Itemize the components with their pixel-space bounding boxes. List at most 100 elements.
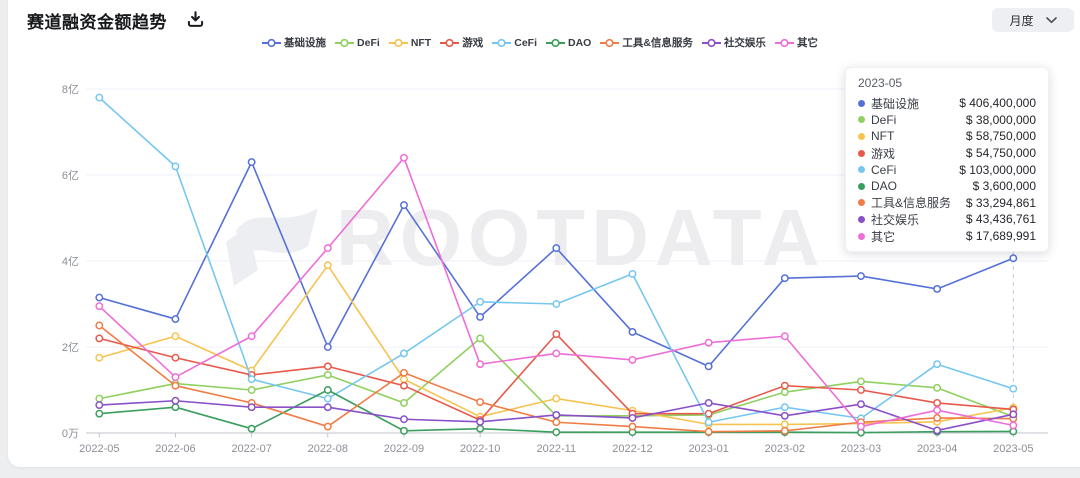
x-axis-label: 2023-03 [841,443,881,455]
tooltip-row: 基础设施 $ 406,400,000 [858,95,1036,112]
data-point-social [476,417,485,426]
data-point-tools-info [704,427,713,436]
legend-item-infrastructure[interactable]: 基础设施 [262,35,326,50]
series-color-dot [858,116,865,124]
data-point-nft [323,261,332,270]
legend-item-other[interactable]: 其它 [774,35,818,50]
legend-label: 游戏 [462,37,484,49]
data-point-infrastructure [476,312,485,321]
legend-label: 工具&信息服务 [622,37,693,49]
data-point-gaming [400,381,408,390]
legend-item-nft[interactable]: NFT [388,37,431,49]
data-point-tools-info [552,418,561,427]
tooltip-row: CeFi $ 103,000,000 [858,161,1036,178]
tooltip-series-value: $ 3,600,000 [972,179,1036,194]
data-point-dao [95,409,104,418]
tooltip-series-name: 基础设施 [871,96,920,111]
data-point-tools-info [171,381,180,390]
data-point-infrastructure [400,201,408,210]
chart-legend: 基础设施 DeFi NFT 游戏 CeFi DAO 工具&信息服务 社交娱乐 其它 [0,35,1080,50]
data-point-nft [780,420,789,429]
tooltip-row: 工具&信息服务 $ 33,294,861 [858,195,1036,212]
tooltip-date: 2023-05 [858,76,903,90]
legend-label: 基础设施 [284,37,327,49]
tooltip-series-name: 其它 [871,229,896,244]
series-color-dot [858,232,865,240]
data-point-gaming [95,334,104,343]
data-point-defi [476,334,485,343]
x-axis-label: 2022-11 [537,443,577,455]
tooltip-series-value: $ 38,000,000 [965,112,1036,127]
legend-item-tools-info[interactable]: 工具&信息服务 [600,35,693,50]
data-point-social [628,414,637,422]
data-point-other [1009,421,1018,430]
data-point-infrastructure [857,272,865,280]
data-point-social [247,403,256,412]
data-point-infrastructure [95,293,104,302]
series-color-dot [858,132,865,140]
data-point-social [95,401,104,409]
data-point-defi [323,371,332,379]
data-point-other [171,373,180,382]
data-point-dao [171,403,180,412]
data-point-tools-info [780,426,789,435]
legend-item-defi[interactable]: DeFi [335,37,380,49]
data-point-other [400,153,408,162]
legend-label: 社交娱乐 [723,37,766,49]
download-icon[interactable] [187,11,204,28]
data-point-tools-info [628,422,637,431]
x-axis-label: 2023-01 [688,443,728,455]
legend-item-gaming[interactable]: 游戏 [440,35,483,50]
x-axis-label: 2022-07 [231,443,271,455]
legend-marker-icon [388,38,408,47]
data-point-other [933,406,942,415]
tooltip-series-name: CeFi [871,162,897,177]
chart-tooltip: 2023-05 基础设施 $ 406,400,000 DeFi $ 38,000,00… [845,67,1049,253]
data-point-gaming [857,386,865,394]
y-axis-label: 8亿 [62,83,79,96]
x-axis-label: 2022-08 [308,443,348,455]
data-point-gaming [323,362,332,371]
x-axis-label: 2023-04 [917,443,957,455]
x-axis-label: 2022-09 [384,443,424,455]
tooltip-rows: 基础设施 $ 406,400,000 DeFi $ 38,000,000 NFT $ 58… [858,95,1036,244]
data-point-cefi [1009,384,1018,393]
tooltip-series-value: $ 33,294,861 [965,195,1036,210]
data-point-infrastructure [323,343,332,351]
data-point-cefi [628,269,637,278]
y-axis-label: 2亿 [62,341,79,354]
data-point-social [171,396,180,405]
data-point-other [476,360,485,369]
x-axis-label: 2023-05 [993,443,1033,455]
legend-marker-icon [440,38,460,47]
tooltip-series-value: $ 58,750,000 [965,129,1036,144]
legend-marker-icon [492,38,512,47]
legend-marker-icon [335,38,355,47]
data-point-social [933,426,942,435]
legend-item-cefi[interactable]: CeFi [492,37,537,49]
data-point-nft [95,353,104,362]
data-point-tools-info [400,368,408,377]
data-point-defi [780,388,789,397]
series-infrastructure [95,158,1018,371]
y-axis-label: 6亿 [62,169,79,182]
tooltip-series-value: $ 103,000,000 [959,162,1036,177]
period-selector-label: 月度 [1009,13,1034,28]
data-point-cefi [323,394,332,403]
legend-item-dao[interactable]: DAO [546,37,591,49]
data-point-nft [552,394,561,403]
data-point-infrastructure [704,362,713,371]
legend-item-social[interactable]: 社交娱乐 [701,35,766,50]
data-point-cefi [247,375,256,384]
tooltip-row: DeFi $ 38,000,000 [858,112,1036,129]
data-point-cefi [476,297,485,306]
data-point-other [780,332,789,341]
page-title: 赛道融资金额趋势 [27,13,167,32]
data-point-nft [400,375,408,384]
x-axis-label: 2022-05 [79,443,119,455]
data-point-infrastructure [1009,254,1018,263]
period-selector[interactable]: 月度 [992,8,1074,32]
data-point-dao [400,426,408,435]
series-color-dot [858,215,865,223]
